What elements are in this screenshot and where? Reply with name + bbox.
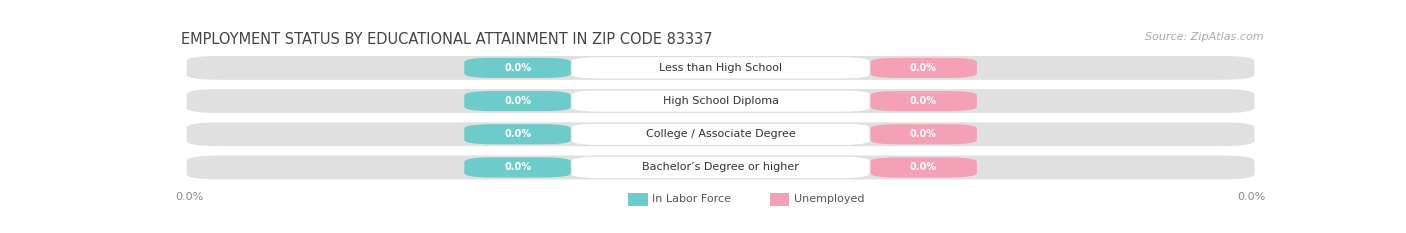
FancyBboxPatch shape bbox=[187, 122, 1254, 146]
Text: 0.0%: 0.0% bbox=[505, 129, 531, 139]
FancyBboxPatch shape bbox=[464, 91, 571, 111]
FancyBboxPatch shape bbox=[870, 91, 977, 111]
FancyBboxPatch shape bbox=[769, 193, 789, 206]
Text: 0.0%: 0.0% bbox=[910, 162, 936, 172]
Text: 0.0%: 0.0% bbox=[505, 96, 531, 106]
FancyBboxPatch shape bbox=[628, 193, 648, 206]
Text: 0.0%: 0.0% bbox=[505, 162, 531, 172]
FancyBboxPatch shape bbox=[464, 58, 571, 78]
FancyBboxPatch shape bbox=[571, 156, 870, 178]
Text: 0.0%: 0.0% bbox=[910, 129, 936, 139]
Text: 0.0%: 0.0% bbox=[176, 192, 204, 202]
Text: 0.0%: 0.0% bbox=[910, 96, 936, 106]
FancyBboxPatch shape bbox=[571, 123, 870, 145]
Text: Less than High School: Less than High School bbox=[659, 63, 782, 73]
Text: College / Associate Degree: College / Associate Degree bbox=[645, 129, 796, 139]
FancyBboxPatch shape bbox=[187, 89, 1254, 113]
FancyBboxPatch shape bbox=[464, 158, 571, 178]
Text: 0.0%: 0.0% bbox=[505, 63, 531, 73]
FancyBboxPatch shape bbox=[187, 155, 1254, 179]
Text: 0.0%: 0.0% bbox=[910, 63, 936, 73]
Text: Bachelor’s Degree or higher: Bachelor’s Degree or higher bbox=[643, 162, 799, 172]
FancyBboxPatch shape bbox=[870, 124, 977, 144]
FancyBboxPatch shape bbox=[571, 57, 870, 79]
Text: Source: ZipAtlas.com: Source: ZipAtlas.com bbox=[1144, 31, 1263, 41]
Text: 0.0%: 0.0% bbox=[1237, 192, 1265, 202]
FancyBboxPatch shape bbox=[870, 158, 977, 178]
FancyBboxPatch shape bbox=[187, 56, 1254, 80]
FancyBboxPatch shape bbox=[571, 90, 870, 112]
Text: Unemployed: Unemployed bbox=[793, 194, 865, 204]
Text: High School Diploma: High School Diploma bbox=[662, 96, 779, 106]
FancyBboxPatch shape bbox=[464, 124, 571, 144]
Text: In Labor Force: In Labor Force bbox=[652, 194, 731, 204]
FancyBboxPatch shape bbox=[870, 58, 977, 78]
Text: EMPLOYMENT STATUS BY EDUCATIONAL ATTAINMENT IN ZIP CODE 83337: EMPLOYMENT STATUS BY EDUCATIONAL ATTAINM… bbox=[181, 31, 713, 47]
